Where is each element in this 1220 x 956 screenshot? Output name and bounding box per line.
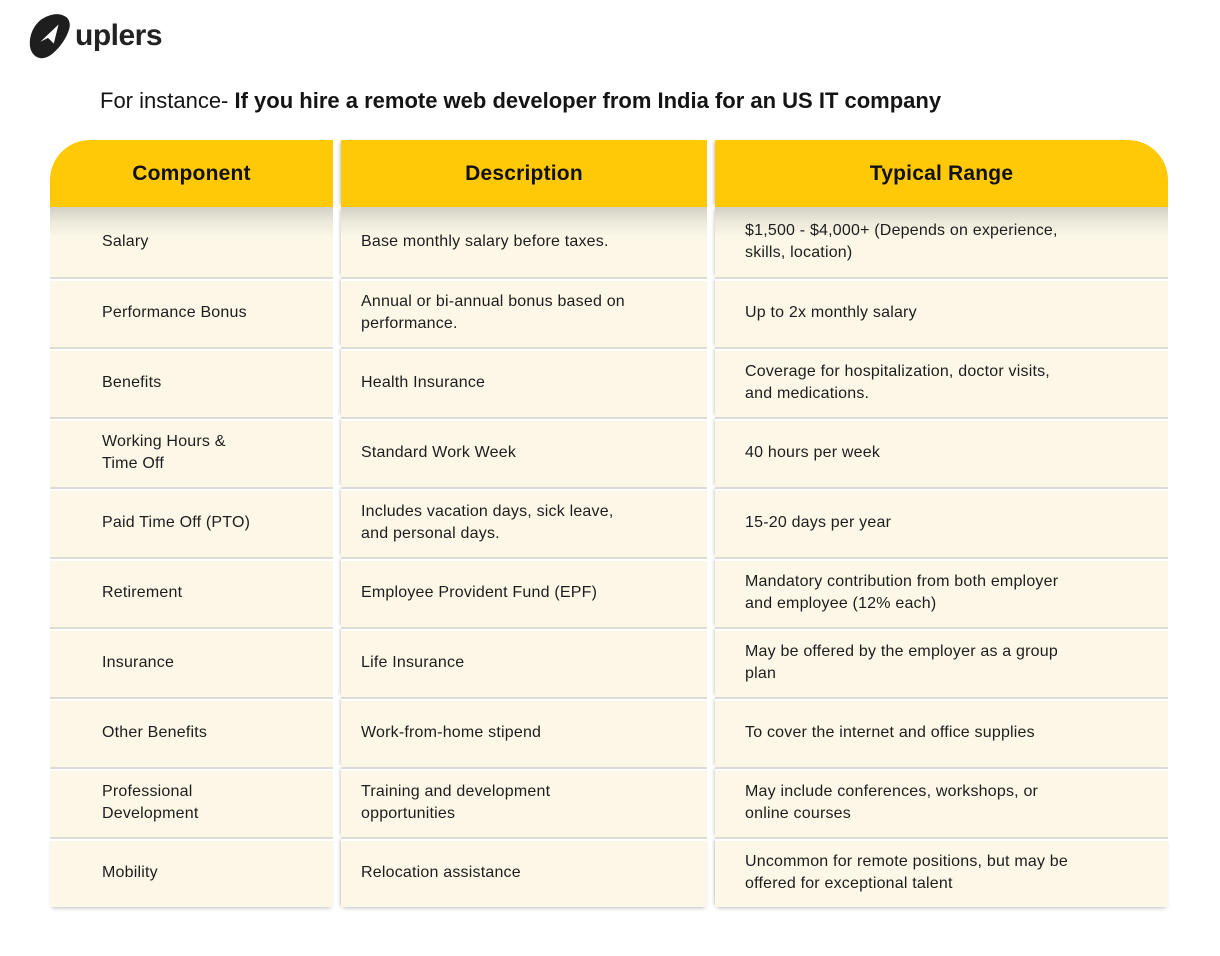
cell-typical-range: May be offered by the employer as a grou… [715,627,1168,697]
logo-text: uplers [75,19,163,52]
cell-component: Performance Bonus [50,277,333,347]
cell-description: Includes vacation days, sick leave, and … [341,487,707,557]
cell-description: Standard Work Week [341,417,707,487]
cell-component: Paid Time Off (PTO) [50,487,333,557]
compensation-table: Component Description Typical Range Sala… [50,140,1168,907]
cell-description: Employee Provident Fund (EPF) [341,557,707,627]
column-header-component: Component [50,140,333,207]
cell-description: Health Insurance [341,347,707,417]
cell-typical-range: Mandatory contribution from both employe… [715,557,1168,627]
title-prefix: For instance- [100,88,235,113]
cell-typical-range: To cover the internet and office supplie… [715,697,1168,767]
cell-description: Life Insurance [341,627,707,697]
cell-typical-range: Coverage for hospitalization, doctor vis… [715,347,1168,417]
cell-typical-range: Up to 2x monthly salary [715,277,1168,347]
cell-component: Mobility [50,837,333,907]
page-title: For instance- If you hire a remote web d… [100,86,941,116]
cell-component: Other Benefits [50,697,333,767]
cell-description: Base monthly salary before taxes. [341,207,707,277]
cell-description: Training and development opportunities [341,767,707,837]
column-header-description: Description [341,140,707,207]
cell-typical-range: 15-20 days per year [715,487,1168,557]
column-header-typical-range: Typical Range [715,140,1168,207]
title-emphasis: If you hire a remote web developer from … [234,88,942,113]
cell-component: Benefits [50,347,333,417]
uplers-logo: uplers [28,12,163,60]
cell-description: Annual or bi-annual bonus based on perfo… [341,277,707,347]
uplers-logo-icon [28,12,70,60]
cell-typical-range: Uncommon for remote positions, but may b… [715,837,1168,907]
cell-component: Retirement [50,557,333,627]
cell-component: Professional Development [50,767,333,837]
cell-component: Working Hours & Time Off [50,417,333,487]
cell-typical-range: 40 hours per week [715,417,1168,487]
cell-description: Work-from-home stipend [341,697,707,767]
cell-component: Salary [50,207,333,277]
cell-description: Relocation assistance [341,837,707,907]
cell-typical-range: $1,500 - $4,000+ (Depends on experience,… [715,207,1168,277]
cell-typical-range: May include conferences, workshops, or o… [715,767,1168,837]
cell-component: Insurance [50,627,333,697]
